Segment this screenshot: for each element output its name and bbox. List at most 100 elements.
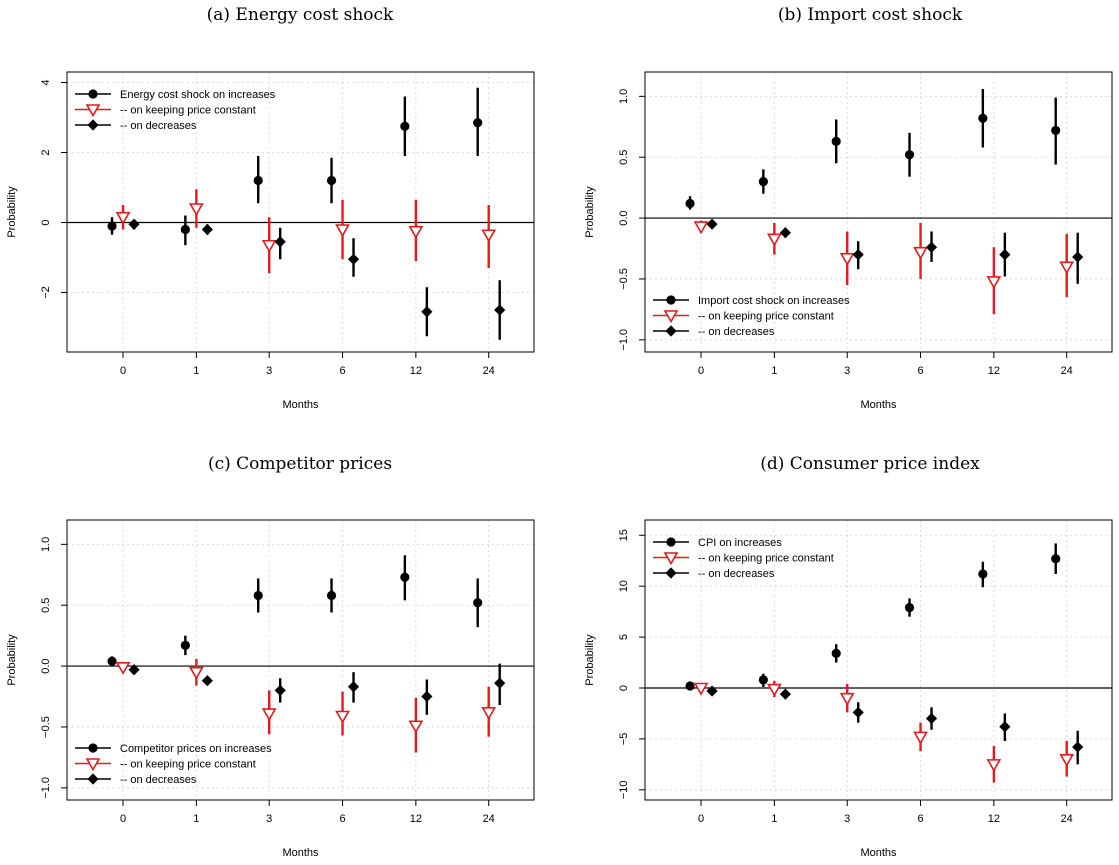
data-point	[261, 239, 277, 253]
data-point	[685, 681, 695, 691]
x-tick-label: 24	[483, 365, 495, 377]
data-point	[779, 688, 791, 700]
x-tick-label: 3	[266, 365, 272, 377]
data-point	[839, 252, 855, 266]
data-point	[253, 590, 263, 601]
y-tick-label: 0	[40, 219, 52, 225]
legend-item-2: -- on decreases	[653, 567, 775, 580]
chart-panel-c: (c) Competitor prices 0 1 3 6 12 24 −1.0 −0.5 0.0…	[6, 454, 535, 859]
legend-label: -- on keeping price constant	[698, 311, 834, 323]
series-0	[685, 543, 1061, 691]
data-point	[201, 223, 213, 236]
y-tick-label: 15	[618, 529, 630, 541]
data-point	[481, 229, 497, 243]
y-tick-label: 1.0	[40, 537, 52, 552]
data-point	[408, 225, 424, 239]
chart-title: (b) Import cost shock	[778, 5, 963, 25]
legend-label: CPI on increases	[698, 537, 782, 549]
y-tick-label: −1.0	[40, 777, 52, 799]
data-point	[481, 707, 497, 720]
legend-label: -- on decreases	[120, 120, 197, 132]
x-tick-label: 6	[339, 813, 345, 825]
x-tick-label: 1	[771, 813, 777, 825]
y-tick-label: 0.0	[40, 658, 52, 673]
data-point	[335, 710, 350, 724]
data-point	[274, 236, 286, 248]
x-tick-label: 12	[410, 365, 422, 377]
legend-marker	[666, 295, 676, 305]
legend-marker	[85, 104, 101, 118]
x-tick-label: 3	[844, 813, 850, 825]
y-tick-label: 0	[618, 685, 630, 691]
x-tick-label: 12	[988, 365, 1000, 377]
x-tick-label: 0	[120, 813, 126, 825]
data-point	[107, 221, 117, 231]
data-point	[758, 675, 768, 685]
legend-marker	[87, 773, 99, 785]
data-point	[986, 276, 1002, 290]
x-tick-label: 6	[917, 365, 923, 377]
series-2	[128, 663, 506, 715]
data-point	[115, 211, 131, 225]
x-tick-label: 24	[1061, 365, 1073, 377]
legend-marker	[663, 310, 679, 324]
data-point	[326, 590, 337, 601]
x-tick-label: 0	[698, 813, 704, 825]
series-1	[115, 189, 497, 274]
y-tick-label: 0.5	[40, 598, 52, 613]
data-point	[421, 690, 433, 703]
y-axis-label: Probability	[584, 634, 596, 686]
legend-marker	[87, 119, 99, 131]
data-point	[335, 224, 350, 238]
data-point	[839, 692, 855, 706]
legend-label: Energy cost shock on increases	[120, 89, 276, 101]
chart-title: (a) Energy cost shock	[207, 5, 394, 25]
legend-label: -- on keeping price constant	[120, 759, 256, 771]
data-point	[766, 233, 782, 247]
legend-item-2: -- on decreases	[75, 119, 197, 132]
data-point	[779, 227, 791, 239]
y-tick-label: −10	[618, 780, 630, 799]
data-point	[904, 602, 915, 613]
data-point	[326, 175, 337, 186]
legend-marker	[666, 537, 676, 547]
data-point	[925, 241, 938, 253]
y-axis-label: Probability	[584, 186, 596, 238]
x-tick-label: 0	[698, 365, 704, 377]
legend-marker	[665, 325, 677, 337]
series-0	[685, 89, 1061, 210]
data-point	[421, 306, 433, 318]
data-point	[913, 731, 928, 745]
series-0	[107, 555, 483, 666]
data-point	[852, 249, 864, 261]
data-point	[180, 640, 190, 650]
legend-marker	[85, 758, 101, 772]
legend-marker	[665, 567, 677, 579]
legend-marker	[663, 552, 679, 566]
legend-label: Import cost shock on increases	[698, 295, 850, 307]
data-point	[693, 682, 709, 696]
x-axis-label: Months	[282, 847, 319, 859]
x-tick-label: 12	[988, 813, 1000, 825]
data-point	[1051, 554, 1061, 564]
legend-label: -- on decreases	[698, 568, 775, 580]
legend-item-1: -- on keeping price constant	[75, 104, 256, 118]
data-point	[180, 224, 190, 235]
x-tick-label: 3	[844, 365, 850, 377]
chart-panel-b: (b) Import cost shock 0 1 3 6 12 24 −1.0 −0.5 0.0…	[584, 5, 1113, 411]
y-tick-label: −1.0	[618, 329, 630, 351]
y-tick-label: −5	[618, 733, 630, 746]
data-point	[128, 218, 140, 230]
data-point	[115, 662, 131, 675]
data-point	[253, 175, 263, 186]
series-2	[128, 218, 506, 340]
data-point	[978, 113, 988, 123]
chart-title: (c) Competitor prices	[208, 454, 392, 474]
data-point	[766, 683, 782, 697]
y-tick-label: 1.0	[618, 89, 630, 104]
data-point	[852, 706, 864, 719]
x-tick-label: 6	[917, 813, 923, 825]
plot-frame	[644, 519, 1113, 801]
data-point	[1051, 125, 1061, 136]
